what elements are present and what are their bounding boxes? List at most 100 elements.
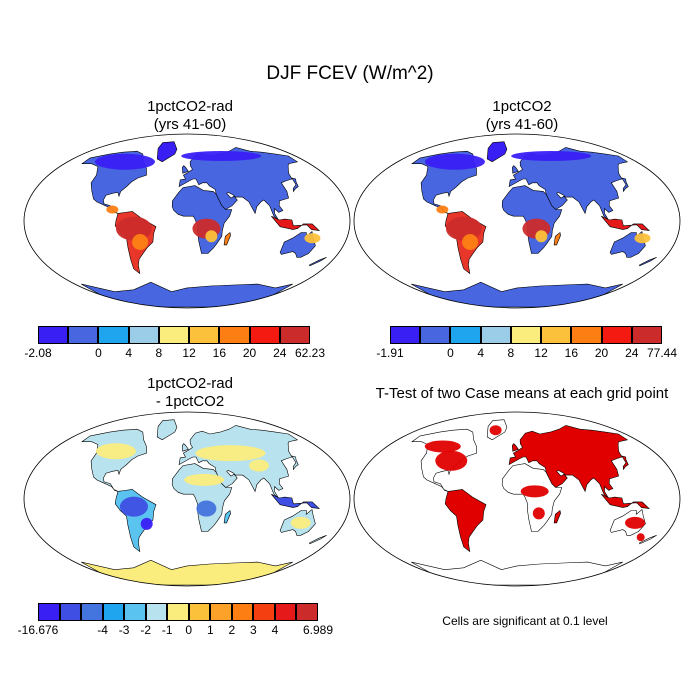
colorbar-tick-label: 24 — [273, 346, 287, 360]
colorbar-tick-label: 16 — [212, 346, 227, 360]
panel-title-2-line1: 1pctCO2 — [492, 98, 552, 115]
colorbar-tick-label: 0 — [185, 623, 193, 637]
land-southAmerica — [444, 489, 487, 553]
panel-title-1: 1pctCO2-rad (yrs 41-60) — [20, 98, 360, 134]
value-patch — [181, 151, 262, 162]
colorbar-swatch — [480, 326, 511, 344]
colorbar-swatch — [279, 326, 310, 344]
colorbar-swatch — [98, 326, 129, 344]
land-madagascar — [553, 231, 561, 246]
value-patch — [195, 445, 266, 462]
colorbar-tick-label: 4 — [477, 346, 484, 360]
colorbar-swatch — [450, 326, 481, 344]
land-japan — [291, 455, 299, 471]
land-nz — [639, 257, 657, 267]
land-uk — [181, 165, 189, 174]
map-outline — [23, 133, 351, 309]
panel-title-1-line1: 1pctCO2-rad — [147, 98, 233, 115]
value-patch — [535, 230, 548, 243]
colorbar-tick-label: 20 — [242, 346, 257, 360]
colorbar-swatch — [541, 326, 572, 344]
colorbar-swatch — [296, 603, 318, 621]
colorbar-tick-label: -16.676 — [17, 623, 59, 637]
land-nz — [309, 257, 327, 267]
land-indonesia — [271, 493, 321, 510]
value-patch — [304, 233, 321, 244]
value-patch — [290, 516, 311, 529]
value-patch — [106, 205, 119, 214]
value-patch — [205, 230, 218, 243]
colorbar-swatch — [571, 326, 602, 344]
value-patch — [511, 151, 592, 162]
land-greenland — [156, 141, 178, 163]
panel-title-2: 1pctCO2 (yrs 41-60) — [352, 98, 692, 134]
land-uk — [181, 443, 189, 452]
land-antarctica — [81, 559, 293, 586]
value-patch — [424, 440, 461, 453]
value-patch — [424, 153, 485, 170]
map-outline — [353, 411, 681, 587]
colorbar-swatch — [68, 326, 99, 344]
colorbar-tick-label: 77.44 — [646, 346, 678, 360]
map-panel-3 — [23, 411, 351, 587]
land-japan — [621, 455, 629, 471]
colorbar-tick-label: -2.08 — [24, 346, 52, 360]
colorbar-swatch — [189, 326, 220, 344]
colorbar-tick-label: 4 — [125, 346, 132, 360]
value-patch — [435, 450, 468, 471]
value-patch — [634, 233, 651, 244]
land-indonesia — [601, 493, 651, 510]
land-group — [81, 141, 327, 308]
colorbar-swatch — [274, 603, 297, 621]
value-patch — [196, 500, 217, 517]
colorbar-tick-label: -2 — [140, 623, 152, 637]
colorbar-swatch — [210, 603, 232, 621]
colorbar-tick-label: -3 — [118, 623, 130, 637]
colorbar-tick-label: -1.91 — [376, 346, 404, 360]
value-patch — [532, 507, 545, 520]
colorbar-swatch — [167, 603, 189, 621]
colorbar-swatch — [231, 603, 254, 621]
land-madagascar — [223, 509, 231, 524]
land-antarctica — [81, 281, 293, 308]
land-madagascar — [553, 509, 561, 524]
land-indonesia — [271, 215, 321, 232]
colorbar-tick-label: -4 — [97, 623, 108, 637]
colorbar-tick-label: 12 — [534, 346, 548, 360]
value-patch — [119, 496, 148, 517]
value-patch — [248, 459, 269, 472]
colorbar-swatch — [631, 326, 662, 344]
colorbar-swatch — [38, 603, 60, 621]
colorbar-tick-label: 6.989 — [302, 623, 334, 637]
land-group — [411, 419, 657, 586]
colorbar-tick-label: 16 — [564, 346, 579, 360]
panel-title-4-line1: T-Test of two Case means at each grid po… — [375, 385, 669, 402]
colorbar-tick-label: 12 — [182, 346, 196, 360]
land-antarctica — [411, 559, 623, 586]
map-panel-2 — [353, 133, 681, 309]
panel-title-2-line2: (yrs 41-60) — [485, 116, 559, 133]
value-patch — [462, 234, 479, 251]
land-indonesia — [601, 215, 651, 232]
panel-title-3-line1: 1pctCO2-rad — [147, 375, 233, 392]
value-patch — [94, 153, 155, 170]
map-panel-4 — [353, 411, 681, 587]
colorbar-swatch — [124, 603, 146, 621]
colorbar-swatch — [158, 326, 190, 344]
colorbar-swatch — [601, 326, 632, 344]
land-greenland — [156, 419, 178, 441]
colorbar-panel-1: -2.08 0 4 8 12 16 20 24 62.23 — [24, 326, 325, 360]
land-madagascar — [223, 231, 231, 246]
colorbar-tick-label: 1 — [206, 623, 214, 637]
map-outline — [353, 133, 681, 309]
panel-title-3-line2: - 1pctCO2 — [155, 393, 225, 410]
colorbar-swatch — [510, 326, 542, 344]
colorbar-tick-label: 8 — [155, 346, 163, 360]
colorbar-swatch — [420, 326, 451, 344]
land-antarctica — [411, 281, 623, 308]
colorbar-tick-label: 4 — [271, 623, 279, 637]
colorbar-swatch — [145, 603, 168, 621]
value-patch — [489, 425, 502, 436]
value-patch — [95, 443, 136, 460]
land-group — [81, 419, 327, 586]
